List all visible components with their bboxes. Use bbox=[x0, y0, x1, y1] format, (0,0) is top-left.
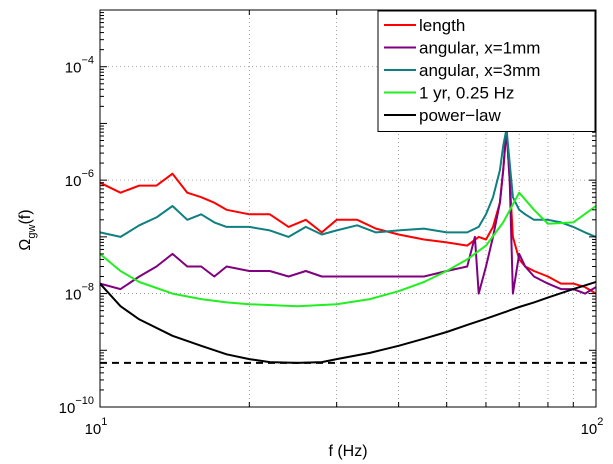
y-tick-label-base: 10 bbox=[65, 60, 82, 77]
x-tick-label-base: 10 bbox=[85, 421, 102, 438]
legend-label-4: power−law bbox=[419, 106, 501, 125]
series-line-2 bbox=[100, 127, 596, 238]
y-tick-label-exponent: −6 bbox=[81, 168, 94, 180]
y-tick-label: 10−6 bbox=[65, 168, 94, 190]
y-tick-label: 10−10 bbox=[59, 395, 94, 417]
y-tick-label-base: 10 bbox=[59, 400, 76, 417]
y-axis-label-subscript: gw bbox=[26, 224, 38, 238]
series-line-3 bbox=[100, 191, 596, 308]
axes-frame bbox=[99, 9, 597, 408]
x-tick-label-exponent: 1 bbox=[101, 416, 107, 428]
y-tick-label: 10−4 bbox=[65, 55, 94, 77]
x-tick-label: 102 bbox=[581, 416, 604, 438]
legend-label-1: angular, x=1mm bbox=[419, 39, 540, 58]
y-axis-label: Ωgw(f) bbox=[17, 209, 38, 250]
y-tick-label-base: 10 bbox=[65, 287, 82, 304]
y-axis-label-symbol: Ω bbox=[17, 239, 34, 251]
x-axis-label: f (Hz) bbox=[328, 443, 367, 460]
y-tick-label-exponent: −10 bbox=[75, 395, 94, 407]
legend-label-0: length bbox=[419, 16, 465, 35]
grid bbox=[100, 10, 596, 407]
y-tick-label-exponent: −8 bbox=[81, 282, 94, 294]
series-line-4 bbox=[100, 281, 596, 364]
y-axis-label-suffix: (f) bbox=[17, 209, 34, 224]
plot-area bbox=[100, 127, 596, 364]
x-tick-label: 101 bbox=[85, 416, 108, 438]
y-tick-label: 10−8 bbox=[65, 282, 94, 304]
series-line-1 bbox=[100, 127, 596, 295]
y-tick-label-exponent: −4 bbox=[81, 55, 94, 67]
legend-box bbox=[377, 10, 596, 132]
legend: length angular, x=1mm angular, x=3mm 1 yr, … bbox=[377, 10, 596, 132]
x-tick-label-exponent: 2 bbox=[597, 416, 603, 428]
x-tick-label-base: 10 bbox=[581, 421, 598, 438]
legend-label-3: 1 yr, 0.25 Hz bbox=[419, 84, 514, 103]
legend-label-2: angular, x=3mm bbox=[419, 61, 540, 80]
y-tick-label-base: 10 bbox=[65, 173, 82, 190]
